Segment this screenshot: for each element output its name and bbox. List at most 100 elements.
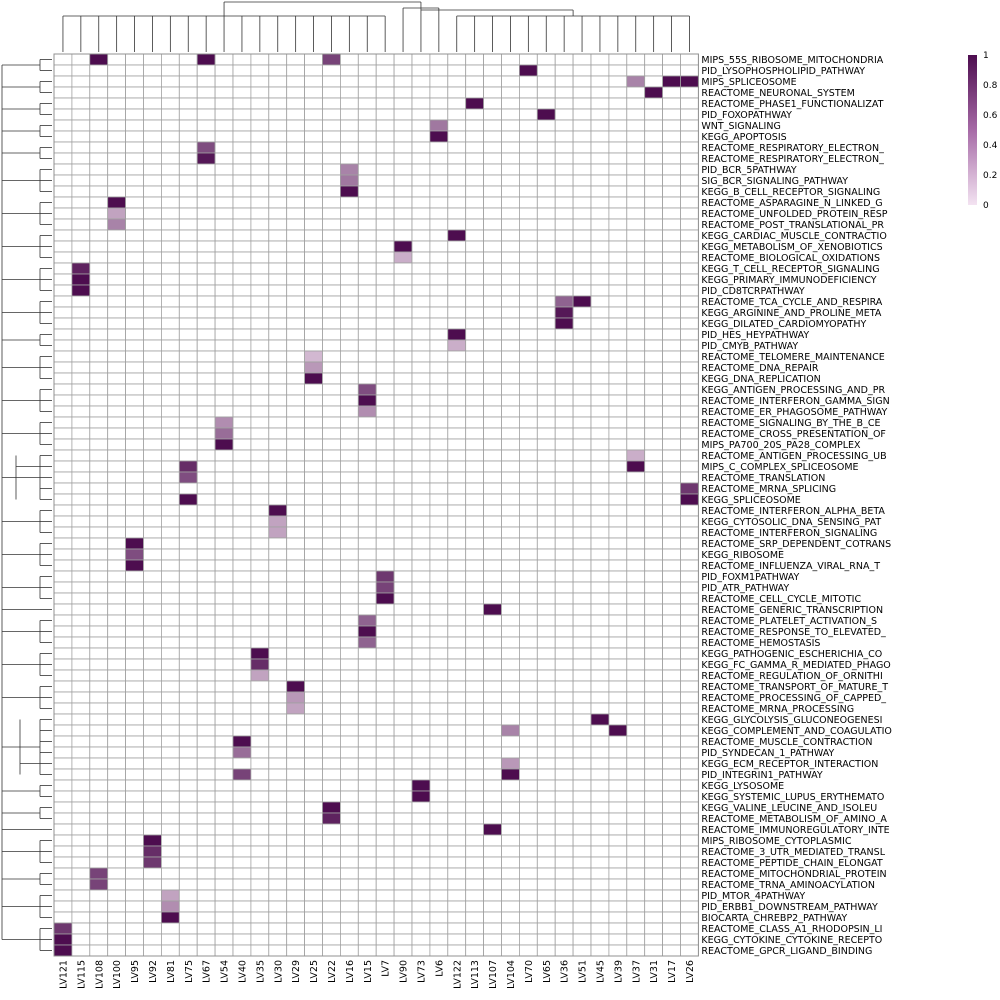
heatmap-cell [214, 702, 234, 715]
heatmap-cell [357, 680, 377, 693]
row-label: REACTOME_SIGNALING_BY_THE_B_CE [701, 418, 880, 429]
heatmap-cell [107, 251, 126, 264]
heatmap-cell [519, 636, 538, 649]
heatmap-cell [554, 581, 574, 594]
heatmap-cell [680, 317, 699, 330]
heatmap-cell [89, 812, 109, 825]
column-label: LV37 [631, 960, 642, 983]
heatmap-cell [644, 97, 664, 110]
heatmap-cell [501, 449, 520, 462]
heatmap-cell [178, 779, 198, 792]
heatmap-cell [554, 328, 574, 341]
heatmap-cell [608, 174, 628, 187]
heatmap-cell [626, 845, 646, 858]
row-label: WNT_SIGNALING [701, 121, 780, 132]
heatmap-cell [429, 834, 449, 847]
heatmap-cell [268, 658, 288, 671]
heatmap-cell [662, 933, 681, 946]
heatmap-cell [160, 933, 180, 946]
heatmap-cell [178, 174, 198, 187]
heatmap-cell [447, 504, 467, 517]
heatmap-cell [232, 108, 252, 121]
heatmap-cell [125, 856, 144, 869]
heatmap-cell [214, 867, 234, 880]
heatmap-cell [501, 97, 520, 110]
heatmap-cell [536, 130, 556, 143]
heatmap-cell [536, 185, 556, 198]
heatmap-cell [662, 867, 681, 880]
heatmap-cell [160, 339, 180, 352]
heatmap-cell [429, 328, 449, 341]
heatmap-cell [662, 790, 681, 803]
heatmap-cell [214, 680, 234, 693]
row-label: REACTOME_CLASS_A1_RHODOPSIN_LI [701, 924, 882, 935]
heatmap-cell [608, 141, 628, 154]
heatmap-cell [304, 823, 323, 836]
heatmap-cell [483, 922, 502, 935]
heatmap-cell [339, 394, 359, 407]
heatmap-cell [465, 427, 485, 440]
heatmap-cell [393, 218, 413, 231]
heatmap-cell [53, 328, 73, 341]
heatmap-cell [393, 207, 413, 220]
heatmap-cell [644, 207, 664, 220]
heatmap-cell [143, 75, 162, 88]
heatmap-cell [357, 757, 377, 770]
heatmap-cell [250, 944, 270, 957]
heatmap-cell [357, 427, 377, 440]
heatmap-cell [178, 196, 198, 209]
heatmap-cell [214, 185, 234, 198]
heatmap-cell [357, 229, 377, 242]
heatmap-cell [71, 537, 91, 550]
heatmap-cell [196, 603, 216, 616]
heatmap-cell [268, 262, 288, 275]
heatmap-cell [232, 273, 252, 286]
heatmap-cell [590, 548, 610, 561]
heatmap-cell [357, 108, 377, 121]
heatmap-cell [536, 229, 556, 242]
heatmap-cell [89, 889, 109, 902]
heatmap-cell-filled [590, 713, 610, 726]
heatmap-cell [268, 427, 288, 440]
heatmap-cell [107, 537, 126, 550]
heatmap-cell [89, 427, 109, 440]
heatmap-cell [214, 724, 234, 737]
heatmap-cell [89, 262, 109, 275]
heatmap-cell [357, 812, 377, 825]
heatmap-cell [519, 229, 538, 242]
heatmap-cell [322, 900, 341, 913]
heatmap-cell [501, 383, 520, 396]
heatmap-cell [572, 856, 592, 869]
heatmap-cell [501, 416, 520, 429]
heatmap-cell [465, 229, 485, 242]
heatmap-cell [125, 207, 144, 220]
heatmap-cell [680, 262, 699, 275]
heatmap-cell [554, 746, 574, 759]
heatmap-cell [143, 273, 162, 286]
heatmap-cell [554, 757, 574, 770]
heatmap-cell [536, 834, 556, 847]
heatmap-cell [196, 295, 216, 308]
heatmap-cell [232, 295, 252, 308]
heatmap-cell [644, 196, 664, 209]
heatmap-cell [465, 141, 485, 154]
row-label: REACTOME_3_UTR_MEDIATED_TRANSL [701, 847, 885, 858]
heatmap-cell [447, 922, 467, 935]
heatmap-cell [160, 548, 180, 561]
heatmap-cell [178, 603, 198, 616]
heatmap-cell [250, 405, 270, 418]
heatmap-cell [393, 306, 413, 319]
heatmap-cell [483, 900, 502, 913]
heatmap-cell [71, 141, 91, 154]
heatmap-cell [250, 570, 270, 583]
heatmap-cell [608, 658, 628, 671]
heatmap-cell [304, 724, 323, 737]
heatmap-cell [53, 801, 73, 814]
heatmap-cell [572, 779, 592, 792]
heatmap-cell [519, 438, 538, 451]
heatmap-cell [178, 834, 198, 847]
heatmap-cell [680, 834, 699, 847]
heatmap-cell [107, 504, 126, 517]
heatmap-cell [232, 394, 252, 407]
heatmap-cell [465, 889, 485, 902]
